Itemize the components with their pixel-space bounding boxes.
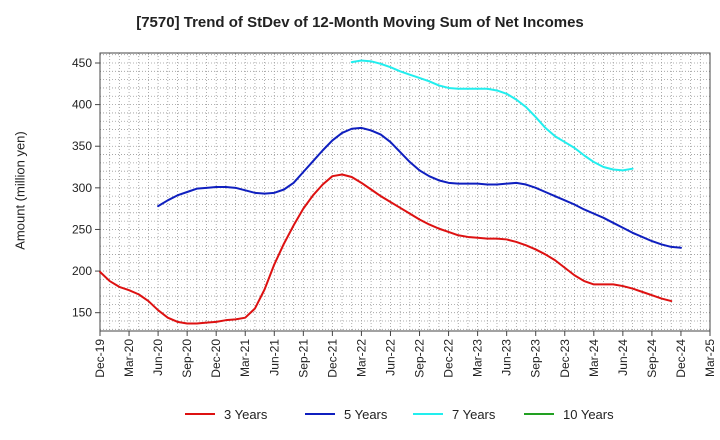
y-tick-label: 200	[72, 264, 92, 278]
x-tick-label: Dec-23	[558, 339, 572, 378]
y-tick-label: 300	[72, 181, 92, 195]
series-line-5-years	[157, 126, 682, 249]
x-tick-label: Dec-20	[209, 339, 223, 378]
series-line-7-years	[350, 59, 634, 172]
legend: 3 Years 5 Years 7 Years 10 Years	[185, 407, 614, 422]
x-tick-label: Sep-22	[413, 339, 427, 378]
x-tick-label: Dec-21	[325, 339, 339, 378]
x-tick-label: Mar-23	[471, 339, 485, 377]
legend-label: 10 Years	[563, 407, 614, 422]
x-tick-label: Sep-23	[529, 339, 543, 378]
plot-frame	[99, 52, 711, 332]
x-tick-label: Mar-25	[703, 339, 717, 377]
legend-label: 5 Years	[344, 407, 388, 422]
x-tick-label: Sep-21	[296, 339, 310, 378]
x-tick-label: Sep-20	[180, 339, 194, 378]
x-tick-label: Sep-24	[645, 339, 659, 378]
series-line-3-years	[99, 173, 673, 325]
x-tick-label: Jun-22	[383, 339, 397, 376]
y-tick-label: 450	[72, 56, 92, 70]
series-lines	[99, 59, 682, 325]
y-axis-ticks: 150 200 250 300 350 400 450	[72, 56, 100, 320]
y-tick-label: 400	[72, 98, 92, 112]
y-tick-label: 250	[72, 222, 92, 236]
y-tick-label: 150	[72, 306, 92, 320]
x-tick-label: Mar-24	[587, 339, 601, 377]
x-tick-label: Jun-23	[500, 339, 514, 376]
chart-title: [7570] Trend of StDev of 12-Month Moving…	[136, 14, 584, 31]
x-tick-label: Jun-21	[267, 339, 281, 376]
x-tick-label: Mar-20	[122, 339, 136, 377]
x-tick-label: Dec-22	[442, 339, 456, 378]
x-tick-label: Jun-20	[151, 339, 165, 376]
legend-label: 7 Years	[452, 407, 496, 422]
x-axis-ticks: Dec-19 Mar-20 Jun-20 Sep-20 Dec-20 Mar-21 Jun-…	[93, 331, 717, 378]
x-tick-label: Dec-24	[674, 339, 688, 378]
x-tick-label: Mar-21	[238, 339, 252, 377]
x-tick-label: Jun-24	[616, 339, 630, 376]
grid-lines	[99, 53, 711, 331]
x-tick-label: Mar-22	[354, 339, 368, 377]
y-tick-label: 350	[72, 139, 92, 153]
x-tick-label: Dec-19	[93, 339, 107, 378]
legend-label: 3 Years	[224, 407, 268, 422]
